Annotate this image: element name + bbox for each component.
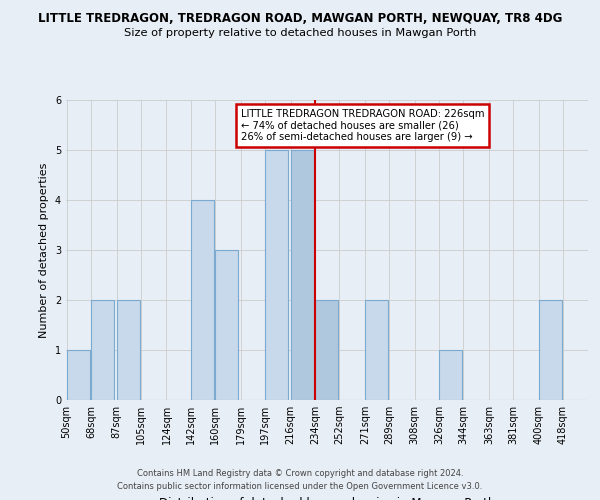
Bar — [116, 300, 140, 400]
Bar — [290, 150, 314, 400]
Text: Contains HM Land Registry data © Crown copyright and database right 2024.: Contains HM Land Registry data © Crown c… — [137, 468, 463, 477]
Bar — [191, 200, 214, 400]
Text: Size of property relative to detached houses in Mawgan Porth: Size of property relative to detached ho… — [124, 28, 476, 38]
Text: LITTLE TREDRAGON, TREDRAGON ROAD, MAWGAN PORTH, NEWQUAY, TR8 4DG: LITTLE TREDRAGON, TREDRAGON ROAD, MAWGAN… — [38, 12, 562, 26]
Bar — [265, 150, 288, 400]
Bar — [67, 350, 89, 400]
Text: LITTLE TREDRAGON TREDRAGON ROAD: 226sqm
← 74% of detached houses are smaller (26: LITTLE TREDRAGON TREDRAGON ROAD: 226sqm … — [241, 109, 484, 142]
X-axis label: Distribution of detached houses by size in Mawgan Porth: Distribution of detached houses by size … — [159, 497, 495, 500]
Bar — [315, 300, 338, 400]
Text: Contains public sector information licensed under the Open Government Licence v3: Contains public sector information licen… — [118, 482, 482, 491]
Y-axis label: Number of detached properties: Number of detached properties — [40, 162, 49, 338]
Bar — [439, 350, 462, 400]
Bar — [539, 300, 562, 400]
Bar — [215, 250, 238, 400]
Bar — [91, 300, 114, 400]
Bar — [365, 300, 388, 400]
